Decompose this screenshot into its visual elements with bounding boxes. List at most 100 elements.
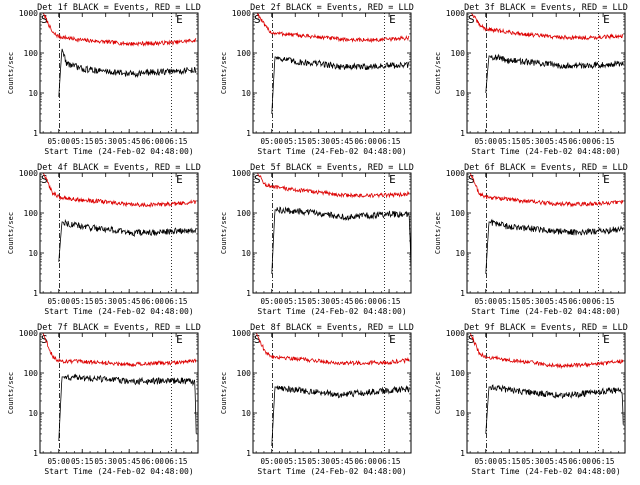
x-tick-label: 05:45 [118,297,141,306]
x-tick-label: 06:00 [354,457,377,466]
x-axis-label: Start Time (24-Feb-02 04:48:00) [257,467,406,476]
y-tick-label: 100 [451,209,466,218]
series-lld-line [257,173,410,199]
x-tick-label: 05:00 [260,297,283,306]
y-axis-label: Counts/sec [434,212,442,254]
x-tick-label: 05:45 [118,457,141,466]
y-tick-label: 10 [241,409,251,418]
chart-title: Det 5f BLACK = Events, RED = LLD [250,163,414,173]
start-marker: S [468,13,475,26]
end-marker: E [176,13,183,26]
end-marker: E [603,173,610,186]
x-tick-label: 05:45 [545,297,568,306]
y-tick-label: 1 [246,129,251,138]
x-tick-label: 05:30 [94,137,117,146]
start-marker: S [254,333,261,346]
x-tick-label: 05:45 [118,137,141,146]
y-tick-label: 100 [237,49,252,58]
x-tick-label: 05:15 [284,457,307,466]
x-tick-label: 06:00 [354,297,377,306]
chart-panel-5: Det 5f BLACK = Events, RED = LLD Counts/s… [220,163,414,316]
series-lld-line [469,333,624,370]
y-tick-label: 100 [451,49,466,58]
x-tick-label: 06:00 [568,137,591,146]
y-tick-label: 1000 [446,329,465,338]
y-tick-label: 1000 [19,169,38,178]
y-tick-label: 10 [455,249,465,258]
y-tick-label: 1000 [446,169,465,178]
series-events-line [58,48,197,97]
x-tick-label: 05:30 [307,137,330,146]
x-tick-label: 05:00 [474,137,497,146]
x-tick-label: 06:15 [378,137,401,146]
x-tick-label: 05:45 [331,297,354,306]
y-axis-label: Counts/sec [220,372,228,414]
x-tick-label: 05:00 [47,457,70,466]
chart-title: Det 1f BLACK = Events, RED = LLD [37,3,201,13]
plot-frame [252,172,412,294]
x-tick-label: 05:00 [47,297,70,306]
x-tick-label: 05:45 [545,457,568,466]
x-tick-label: 05:30 [521,297,544,306]
x-tick-label: 05:45 [545,137,568,146]
series-events-line [271,206,411,274]
x-tick-label: 06:00 [568,457,591,466]
plot-frame [39,172,199,294]
x-axis-label: Start Time (24-Feb-02 04:48:00) [44,467,193,476]
series-events-line [58,218,197,262]
chart-panel-7: Det 7f BLACK = Events, RED = LLD Counts/s… [7,323,201,476]
x-axis-label: Start Time (24-Feb-02 04:48:00) [44,147,193,156]
y-tick-label: 10 [241,249,251,258]
x-axis-label: Start Time (24-Feb-02 04:48:00) [471,307,620,316]
start-marker: S [41,13,48,26]
y-tick-label: 1 [246,289,251,298]
x-tick-label: 05:30 [521,137,544,146]
y-tick-label: 100 [24,369,39,378]
plot-frame [466,332,626,454]
series-lld-line [469,173,624,208]
end-marker: E [389,173,396,186]
chart-title: Det 4f BLACK = Events, RED = LLD [37,163,201,173]
x-tick-label: 06:15 [165,297,188,306]
series-events-line [485,218,624,274]
plot-frame [39,332,199,454]
x-tick-label: 05:15 [498,297,521,306]
y-tick-label: 100 [237,209,252,218]
y-axis-label: Counts/sec [434,372,442,414]
x-tick-label: 06:00 [141,297,164,306]
chart-title: Det 2f BLACK = Events, RED = LLD [250,3,414,13]
chart-title: Det 7f BLACK = Events, RED = LLD [37,323,201,333]
x-tick-label: 05:15 [284,137,307,146]
y-tick-label: 10 [241,89,251,98]
x-tick-label: 05:15 [284,297,307,306]
series-lld-line [42,13,197,47]
x-axis-label: Start Time (24-Feb-02 04:48:00) [257,147,406,156]
x-tick-label: 05:15 [71,297,94,306]
y-axis-label: Counts/sec [7,372,15,414]
end-marker: E [176,173,183,186]
x-tick-label: 06:00 [141,457,164,466]
x-tick-label: 06:00 [141,137,164,146]
x-axis-label: Start Time (24-Feb-02 04:48:00) [257,307,406,316]
y-tick-label: 1 [460,289,465,298]
y-axis-label: Counts/sec [220,212,228,254]
x-tick-label: 05:15 [71,457,94,466]
series-lld-line [42,173,197,209]
plot-frame [466,12,626,134]
x-tick-label: 05:45 [331,457,354,466]
x-tick-label: 05:00 [260,137,283,146]
y-axis-label: Counts/sec [7,212,15,254]
y-tick-label: 10 [455,89,465,98]
chart-panel-6: Det 6f BLACK = Events, RED = LLD Counts/s… [434,163,628,316]
plot-frame [466,172,626,294]
y-tick-label: 100 [451,369,466,378]
start-marker: S [468,333,475,346]
chart-panel-4: Det 4f BLACK = Events, RED = LLD Counts/s… [7,163,201,316]
y-tick-label: 10 [28,409,38,418]
chart-title: Det 9f BLACK = Events, RED = LLD [464,323,628,333]
plot-frame [252,332,412,454]
x-axis-label: Start Time (24-Feb-02 04:48:00) [44,307,193,316]
end-marker: E [176,333,183,346]
